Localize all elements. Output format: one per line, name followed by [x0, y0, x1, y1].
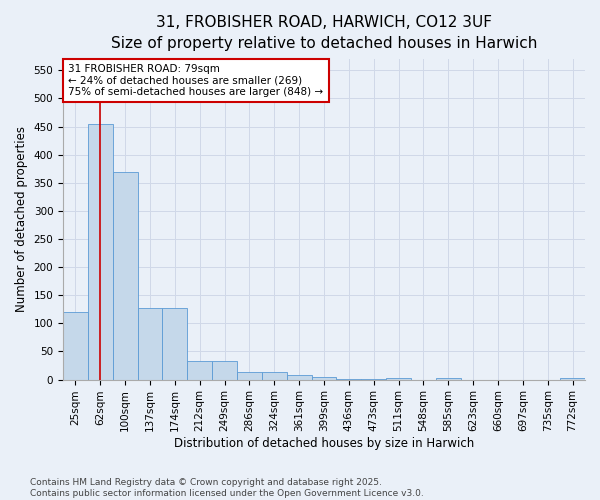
Text: Contains HM Land Registry data © Crown copyright and database right 2025.
Contai: Contains HM Land Registry data © Crown c… — [30, 478, 424, 498]
Bar — [212, 361, 237, 380]
Bar — [187, 361, 212, 380]
Bar — [237, 372, 262, 380]
Bar — [361, 379, 386, 380]
Text: 31 FROBISHER ROAD: 79sqm
← 24% of detached houses are smaller (269)
75% of semi-: 31 FROBISHER ROAD: 79sqm ← 24% of detach… — [68, 64, 323, 97]
Bar — [386, 378, 411, 380]
Bar — [311, 377, 337, 380]
Y-axis label: Number of detached properties: Number of detached properties — [15, 126, 28, 312]
Bar — [337, 379, 361, 380]
Bar — [262, 372, 287, 380]
Bar — [287, 375, 311, 380]
Bar — [137, 308, 163, 380]
Bar — [63, 312, 88, 380]
Bar — [113, 172, 137, 380]
Bar — [88, 124, 113, 380]
X-axis label: Distribution of detached houses by size in Harwich: Distribution of detached houses by size … — [174, 437, 474, 450]
Bar — [560, 378, 585, 380]
Bar — [436, 378, 461, 380]
Title: 31, FROBISHER ROAD, HARWICH, CO12 3UF
Size of property relative to detached hous: 31, FROBISHER ROAD, HARWICH, CO12 3UF Si… — [111, 15, 537, 51]
Bar — [163, 308, 187, 380]
